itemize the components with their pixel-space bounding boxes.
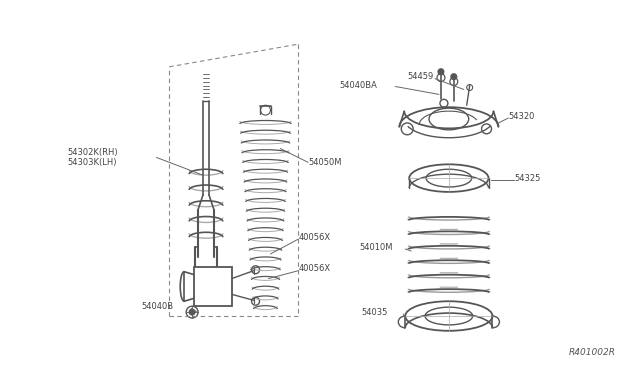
Circle shape [451, 74, 457, 80]
Text: 54325: 54325 [515, 174, 541, 183]
Circle shape [438, 69, 444, 75]
Text: 54459: 54459 [407, 72, 433, 81]
Text: 54050M: 54050M [308, 158, 342, 167]
Text: 40056X: 40056X [298, 233, 330, 242]
Text: 40056X: 40056X [298, 264, 330, 273]
Text: 54303K(LH): 54303K(LH) [67, 158, 116, 167]
Text: 54040B: 54040B [141, 302, 173, 311]
Bar [194, 267, 232, 306]
Text: 54035: 54035 [362, 308, 388, 317]
Circle shape [189, 309, 195, 315]
Text: 54010M: 54010M [360, 243, 393, 251]
Text: 54302K(RH): 54302K(RH) [67, 148, 118, 157]
Text: R401002R: R401002R [568, 349, 616, 357]
Circle shape [200, 279, 204, 283]
Text: 54320: 54320 [508, 112, 535, 121]
Circle shape [214, 279, 218, 283]
Text: 54040BA: 54040BA [340, 81, 378, 90]
